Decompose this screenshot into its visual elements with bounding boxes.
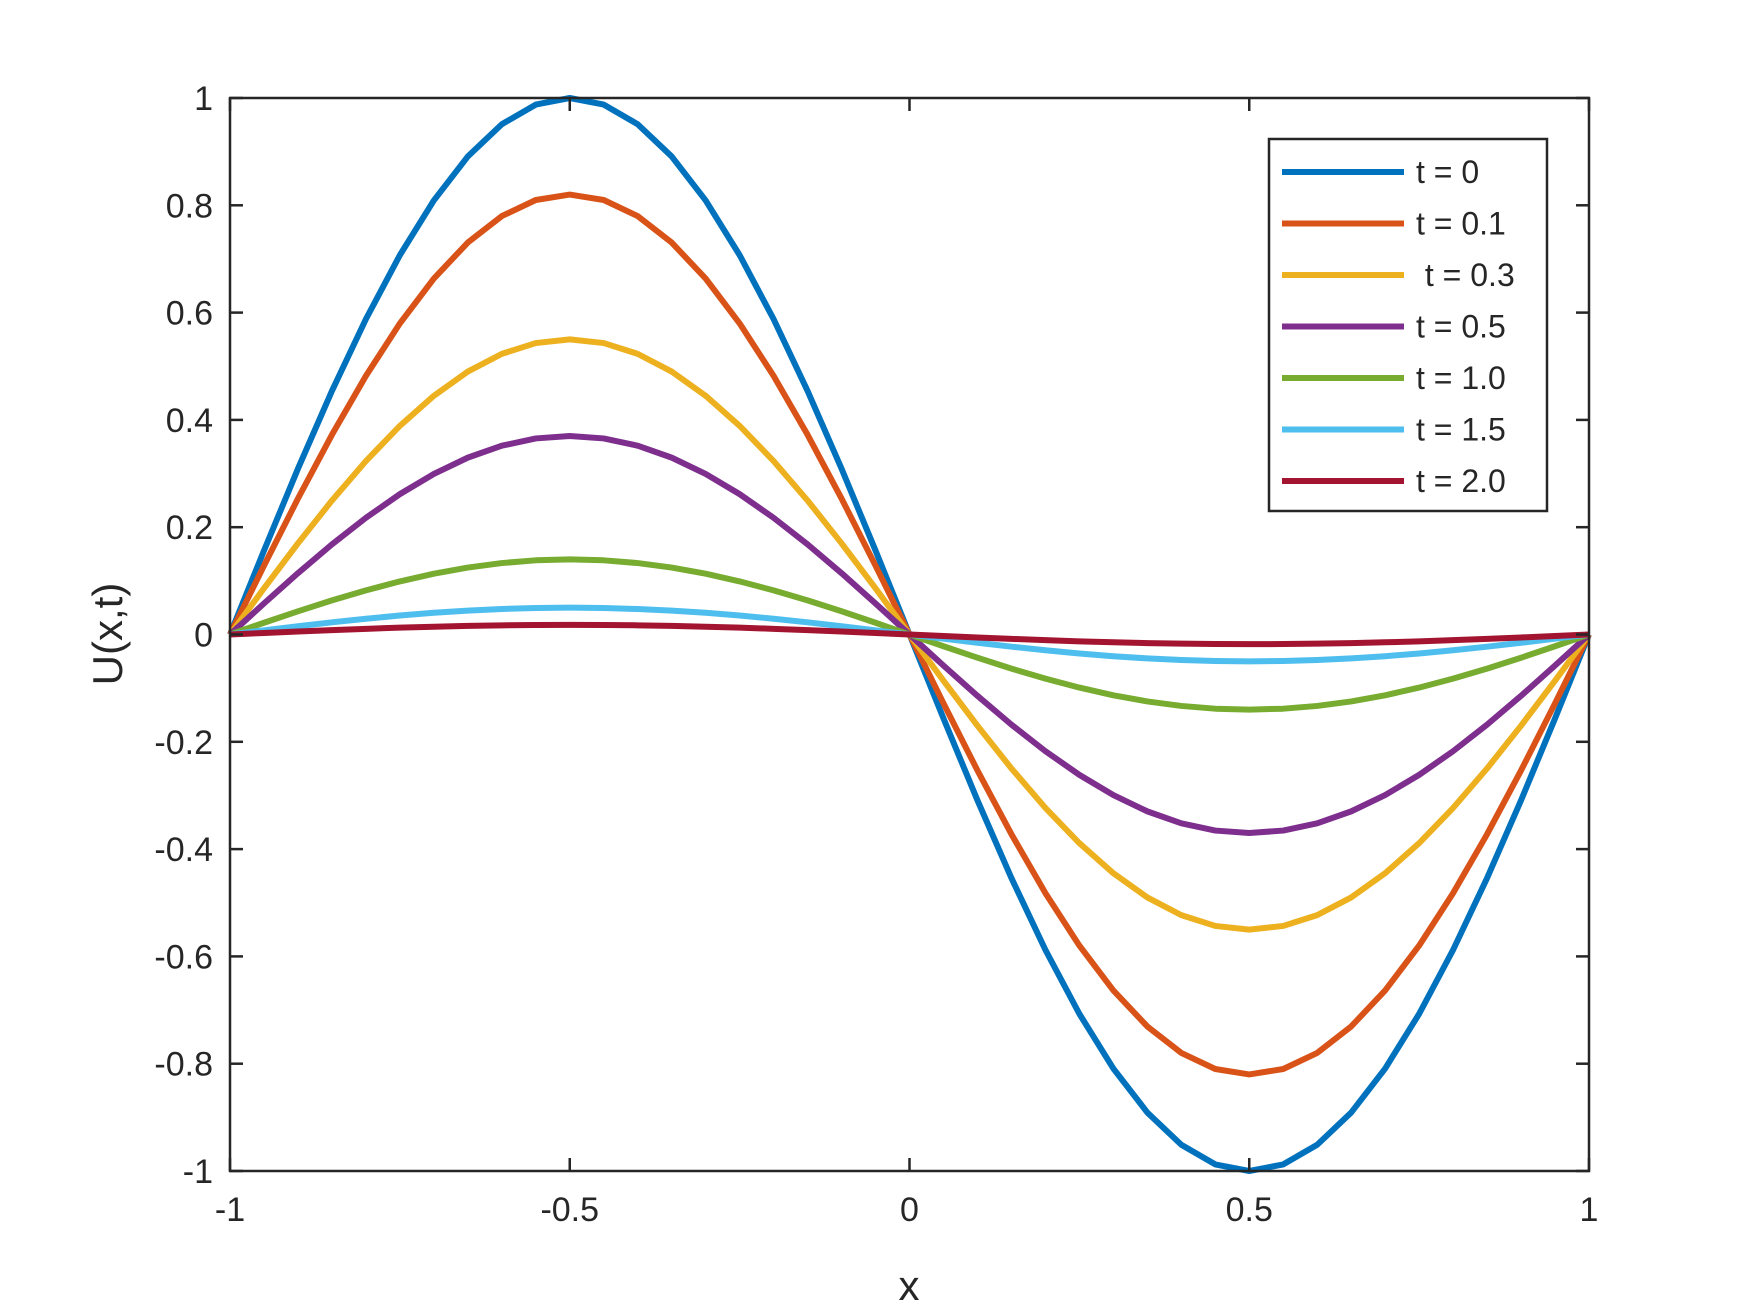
series-group [227, 95, 1592, 1174]
y-tick-label: -0.6 [154, 938, 213, 976]
y-tick-label: 0.4 [166, 402, 213, 440]
legend-label-1: t = 0.1 [1416, 206, 1506, 242]
y-tick-label: -1 [183, 1153, 213, 1191]
x-tick-label: 0 [900, 1191, 919, 1229]
y-tick-label: 0 [194, 617, 213, 655]
y-tick-label: -0.4 [154, 831, 213, 869]
x-tick-labels: -1 -0.5 0 0.5 1 [215, 1191, 1599, 1229]
legend: t = 0 t = 0.1 t = 0.3 t = 0.5 t = 1.0 t = 1.… [1267, 137, 1549, 513]
x-tick-label: 0.5 [1226, 1191, 1273, 1229]
legend-label-5: t = 1.5 [1416, 412, 1506, 448]
y-tick-labels: -1 -0.8 -0.6 -0.4 -0.2 0 0.2 0.4 0.6 0.8 1 [154, 80, 213, 1191]
x-tick-label: 1 [1580, 1191, 1599, 1229]
y-tick-label: 1 [194, 80, 213, 118]
legend-label-0: t = 0 [1416, 154, 1479, 190]
y-tick-label: 0.2 [166, 509, 213, 547]
legend-label-6: t = 2.0 [1416, 463, 1506, 499]
y-axis-title: U(x,t) [84, 583, 131, 686]
legend-label-4: t = 1.0 [1416, 360, 1506, 396]
legend-label-3: t = 0.5 [1416, 309, 1506, 345]
ticks-group [228, 96, 1591, 1173]
y-tick-label: -0.2 [154, 724, 213, 762]
x-tick-label: -0.5 [540, 1191, 599, 1229]
y-tick-label: 0.8 [166, 187, 213, 225]
y-tick-label: 0.6 [166, 295, 213, 333]
y-tick-label: -0.8 [154, 1046, 213, 1084]
x-tick-label: -1 [215, 1191, 245, 1229]
x-axis-title: x [899, 1262, 920, 1309]
legend-label-2: t = 0.3 [1416, 257, 1515, 293]
series-line-6 [229, 621, 1590, 648]
